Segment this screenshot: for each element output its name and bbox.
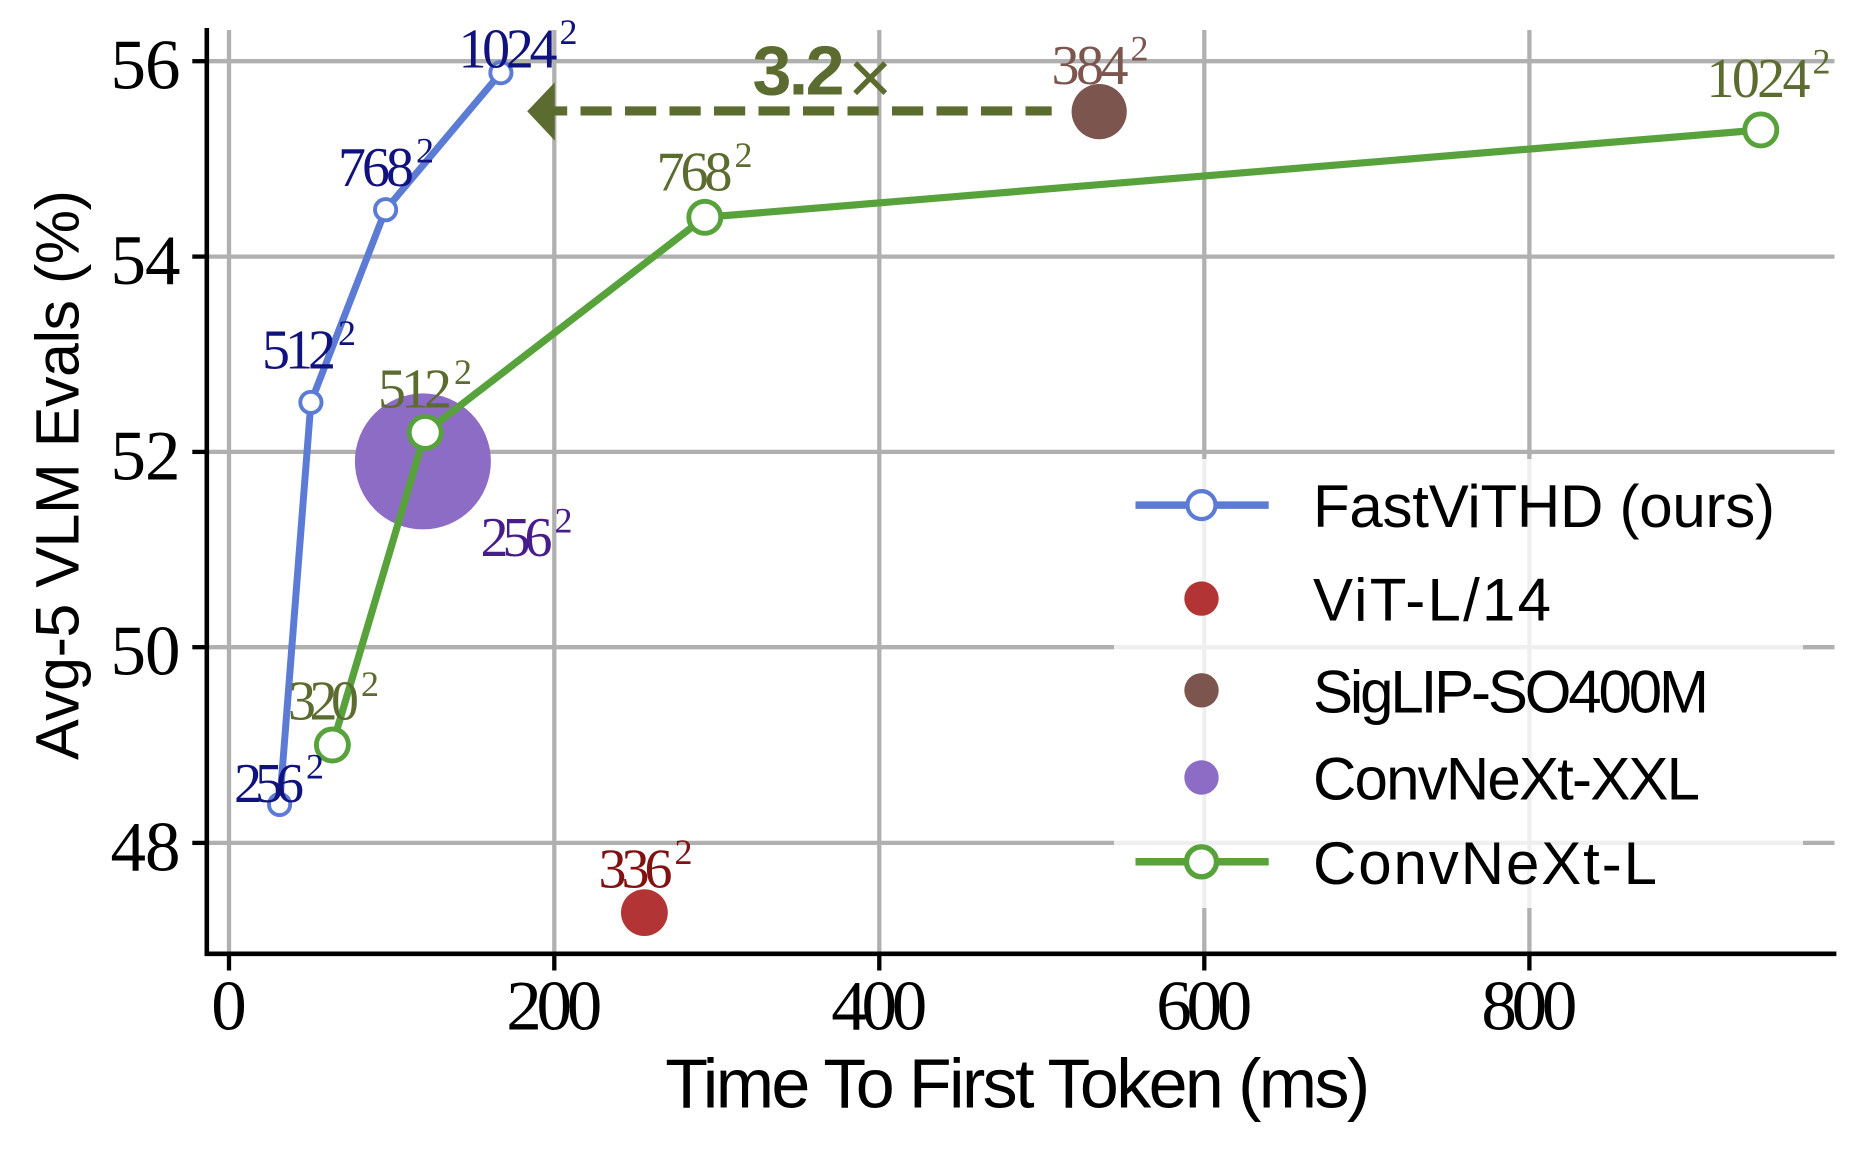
- svg-text:×: ×: [848, 36, 892, 121]
- svg-text:54: 54: [111, 222, 181, 300]
- svg-text:SigLIP-SO400M: SigLIP-SO400M: [1313, 658, 1709, 725]
- svg-text:200: 200: [506, 968, 602, 1046]
- svg-text:FastViTHD (ours): FastViTHD (ours): [1313, 473, 1775, 540]
- svg-text:256: 256: [481, 507, 553, 569]
- svg-text:56: 56: [111, 27, 181, 105]
- svg-text:2: 2: [555, 501, 573, 541]
- svg-text:512: 512: [378, 359, 452, 421]
- svg-text:Time To First Token (ms): Time To First Token (ms): [665, 1045, 1370, 1123]
- svg-text:2: 2: [416, 131, 434, 171]
- svg-text:1024: 1024: [1707, 48, 1811, 110]
- svg-text:2: 2: [338, 313, 356, 353]
- svg-text:384: 384: [1052, 35, 1129, 97]
- svg-text:320: 320: [288, 671, 359, 733]
- svg-text:256: 256: [234, 753, 304, 815]
- svg-text:2: 2: [1813, 42, 1831, 82]
- svg-text:50: 50: [111, 613, 181, 691]
- svg-text:2: 2: [675, 832, 693, 872]
- svg-text:0: 0: [211, 968, 247, 1046]
- svg-text:400: 400: [831, 968, 927, 1046]
- svg-text:2: 2: [735, 135, 753, 175]
- svg-text:ConvNeXt-XXL: ConvNeXt-XXL: [1313, 746, 1700, 813]
- svg-text:2: 2: [306, 747, 324, 787]
- svg-text:2: 2: [454, 352, 472, 392]
- svg-text:336: 336: [599, 838, 673, 900]
- svg-text:52: 52: [111, 417, 181, 495]
- svg-text:2: 2: [560, 12, 578, 52]
- svg-text:768: 768: [338, 137, 414, 199]
- svg-text:800: 800: [1481, 968, 1577, 1046]
- svg-text:1024: 1024: [459, 19, 558, 81]
- svg-text:ViT-L/14: ViT-L/14: [1313, 567, 1551, 634]
- svg-text:ConvNeXt-L: ConvNeXt-L: [1313, 830, 1657, 897]
- svg-text:2: 2: [361, 664, 379, 704]
- svg-text:768: 768: [657, 142, 733, 204]
- svg-text:3.2: 3.2: [753, 31, 845, 109]
- svg-text:48: 48: [111, 808, 181, 886]
- svg-text:512: 512: [262, 320, 336, 382]
- svg-text:2: 2: [1131, 28, 1149, 68]
- svg-text:600: 600: [1156, 968, 1252, 1046]
- svg-text:Avg-5 VLM Evals (%): Avg-5 VLM Evals (%): [24, 190, 92, 760]
